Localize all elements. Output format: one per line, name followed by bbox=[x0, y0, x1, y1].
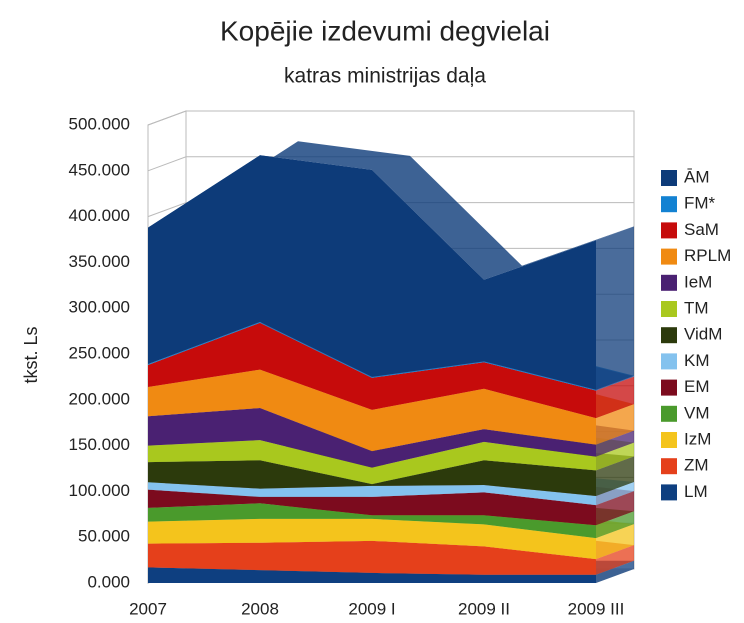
y-tick-label: 400.000 bbox=[69, 206, 130, 225]
area bbox=[148, 408, 596, 468]
area-side bbox=[596, 404, 634, 445]
legend-label: IzM bbox=[684, 429, 711, 448]
area-side bbox=[596, 456, 634, 496]
area bbox=[148, 482, 596, 506]
legend-swatch bbox=[661, 274, 677, 291]
area-side bbox=[596, 511, 634, 539]
legend-swatch bbox=[661, 327, 677, 344]
area bbox=[148, 440, 596, 485]
legend-swatch bbox=[661, 301, 677, 317]
grid-line bbox=[147, 156, 634, 172]
area bbox=[148, 503, 596, 539]
area-side bbox=[596, 226, 634, 390]
area bbox=[148, 155, 596, 390]
y-tick-label: 300.000 bbox=[69, 298, 130, 317]
x-tick-label: 2009 I bbox=[348, 599, 395, 618]
area bbox=[148, 540, 596, 575]
legend-label: VM bbox=[684, 403, 710, 422]
y-tick-label: 100.000 bbox=[69, 481, 130, 500]
chart-subtitle: katras ministrijas daļa bbox=[284, 65, 486, 88]
legend-swatch bbox=[661, 379, 677, 396]
area bbox=[148, 369, 596, 452]
legend-label: ĀM bbox=[684, 167, 710, 186]
legend-swatch bbox=[661, 222, 677, 239]
area-side bbox=[596, 442, 634, 471]
legend-swatch bbox=[661, 353, 677, 370]
grid-line bbox=[147, 110, 634, 126]
area-side bbox=[596, 481, 634, 506]
x-tick-label: 2008 bbox=[241, 599, 279, 618]
legend-swatch bbox=[661, 196, 677, 213]
area bbox=[148, 489, 596, 526]
legend-swatch bbox=[661, 405, 677, 422]
y-tick-label: 50.000 bbox=[78, 527, 130, 546]
y-tick-label: 200.000 bbox=[69, 389, 130, 408]
y-tick-label: 250.000 bbox=[69, 343, 130, 362]
area bbox=[148, 518, 596, 560]
legend-label: IeM bbox=[684, 272, 712, 291]
area bbox=[148, 460, 596, 496]
legend-swatch bbox=[661, 484, 677, 501]
x-tick-label: 2009 II bbox=[458, 599, 510, 618]
legend-swatch bbox=[661, 248, 677, 265]
area-side bbox=[596, 524, 634, 560]
legend-swatch bbox=[661, 432, 677, 448]
legend-swatch bbox=[661, 458, 677, 475]
y-tick-label: 450.000 bbox=[69, 160, 130, 179]
area bbox=[148, 321, 596, 391]
legend-label: KM bbox=[684, 351, 710, 370]
y-tick-label: 0.000 bbox=[87, 572, 130, 591]
legend-swatch bbox=[661, 170, 677, 186]
area-side bbox=[596, 545, 634, 575]
area-side bbox=[596, 560, 634, 583]
legend-label: VidM bbox=[684, 325, 722, 344]
legend-label: ZM bbox=[684, 456, 709, 475]
legend-label: LM bbox=[684, 482, 708, 501]
x-tick-label: 2009 III bbox=[568, 599, 625, 618]
area-top bbox=[148, 141, 634, 280]
y-tick-label: 350.000 bbox=[69, 252, 130, 271]
y-axis-label: tkst. Ls bbox=[21, 326, 41, 383]
legend-label: RPLM bbox=[684, 246, 731, 265]
legend-label: FM* bbox=[684, 194, 716, 213]
legend-label: TM bbox=[684, 298, 709, 317]
legend-label: SaM bbox=[684, 220, 719, 239]
area-side bbox=[596, 430, 634, 457]
grid-line bbox=[147, 202, 634, 218]
area bbox=[148, 567, 596, 583]
y-tick-label: 150.000 bbox=[69, 435, 130, 454]
y-tick-label: 500.000 bbox=[69, 114, 130, 133]
chart-title: Kopējie izdevumi degvielai bbox=[220, 15, 550, 46]
x-tick-label: 2007 bbox=[129, 599, 167, 618]
area bbox=[148, 322, 596, 419]
legend-label: EM bbox=[684, 377, 710, 396]
area-side bbox=[596, 491, 634, 526]
area-side bbox=[596, 375, 634, 391]
area-side bbox=[596, 376, 634, 419]
